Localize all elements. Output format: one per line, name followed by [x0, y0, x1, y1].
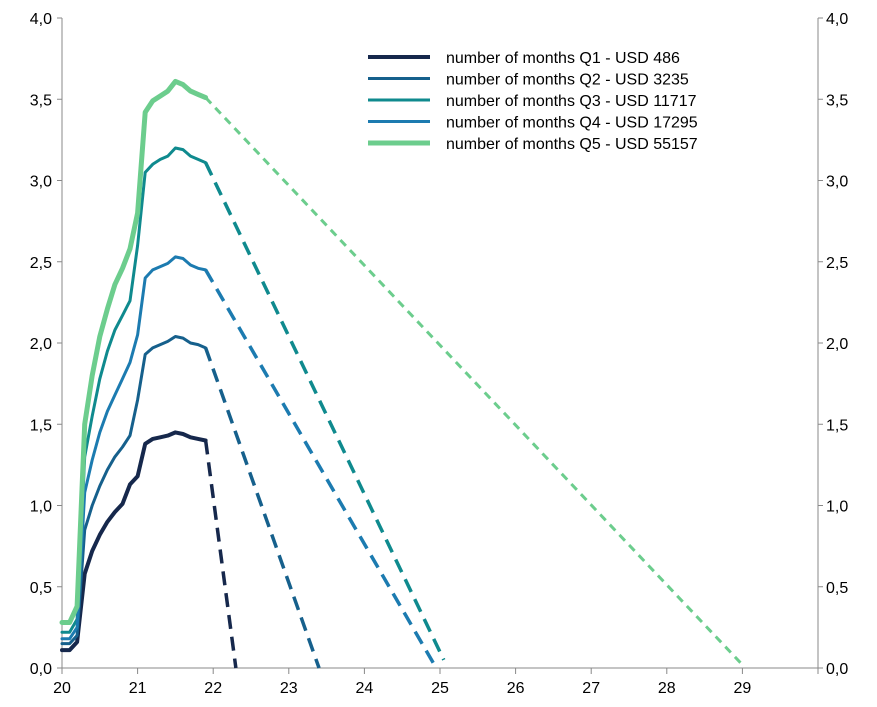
legend-label-q5: number of months Q5 - USD 55157 [446, 136, 698, 153]
x-tick-label: 28 [658, 680, 676, 697]
y-tick-label-right: 2,0 [826, 336, 848, 353]
series-line-q5 [59, 78, 209, 625]
y-tick-label-left: 4,0 [30, 11, 52, 28]
projection-line-q2 [203, 347, 321, 669]
projection-line-q5 [204, 96, 744, 666]
y-tick-label-left: 2,5 [30, 255, 52, 272]
projection-line-q1 [203, 440, 238, 669]
y-tick-label-left: 3,0 [30, 174, 52, 191]
y-tick-label-left: 1,5 [30, 417, 52, 434]
y-tick-label-left: 2,0 [30, 336, 52, 353]
y-tick-label-right: 3,0 [826, 174, 848, 191]
projection-line-q4 [204, 268, 438, 669]
legend: number of months Q1 - USD 486 number of m… [368, 50, 698, 153]
legend-label-q1: number of months Q1 - USD 486 [446, 50, 680, 67]
y-tick-label-right: 1,5 [826, 417, 848, 434]
projection-lines [203, 96, 744, 669]
legend-label-q3: number of months Q3 - USD 11717 [446, 93, 697, 110]
x-tick-label: 20 [53, 680, 71, 697]
series-line-q4 [60, 255, 208, 641]
x-tick-label: 22 [204, 680, 222, 697]
projection-line-q3 [204, 161, 446, 661]
y-tick-label-left: 0,0 [30, 661, 52, 678]
y-tick-label-right: 3,5 [826, 92, 848, 109]
legend-label-q2: number of months Q2 - USD 3235 [446, 72, 689, 89]
axes: 0,0 0,5 1,0 1,5 2,0 2,5 3,0 3,5 4,0 0,0 0,5 1,0 1,5 2… [30, 11, 849, 697]
y-tick-label-right: 0,5 [826, 580, 848, 597]
y-tick-label-right: 4,0 [826, 11, 848, 28]
x-tick-label: 29 [734, 680, 752, 697]
y-tick-label-left: 1,0 [30, 499, 52, 516]
x-tick-label: 27 [582, 680, 600, 697]
x-tick-label: 26 [507, 680, 525, 697]
x-tick-label: 24 [356, 680, 374, 697]
x-tick-label: 25 [431, 680, 449, 697]
series-line-q1 [60, 430, 208, 653]
series-lines [59, 78, 209, 653]
y-tick-label-right: 0,0 [826, 661, 848, 678]
y-tick-label-right: 1,0 [826, 499, 848, 516]
y-tick-label-left: 0,5 [30, 580, 52, 597]
x-tick-label: 21 [129, 680, 147, 697]
series-line-q2 [60, 335, 208, 646]
x-tick-label: 23 [280, 680, 298, 697]
y-tick-label-left: 3,5 [30, 92, 52, 109]
legend-label-q4: number of months Q4 - USD 17295 [446, 115, 698, 132]
y-tick-label-right: 2,5 [826, 255, 848, 272]
